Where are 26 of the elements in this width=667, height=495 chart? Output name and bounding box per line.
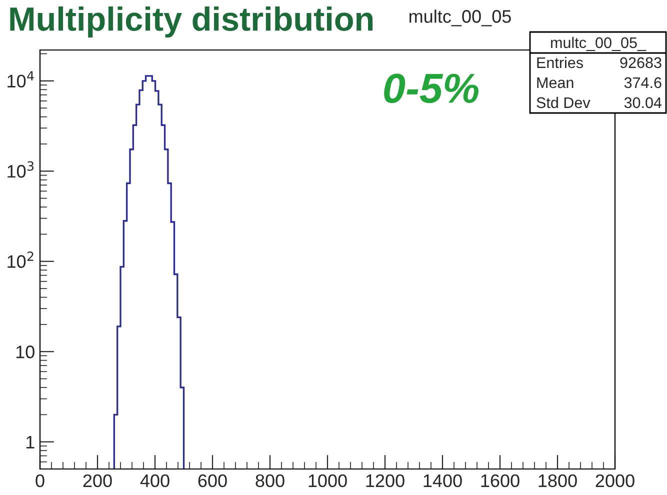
x-tick-label: 2000 xyxy=(596,474,634,488)
x-tick-label: 1600 xyxy=(481,474,520,488)
text: 30.04 xyxy=(624,97,662,108)
x-tick-label: 1800 xyxy=(538,474,577,488)
annotation: Entries xyxy=(537,56,583,68)
y-tick-label: 10 xyxy=(16,346,34,358)
annotation: 0-5% xyxy=(384,74,478,104)
y-tick-label: 10$^{4}$ xyxy=(8,71,34,88)
x-tick-label: 1000 xyxy=(308,474,347,488)
x-tick-label: 1400 xyxy=(424,474,462,488)
x-tick-label: 0 xyxy=(36,474,44,488)
x-tick-label: 800 xyxy=(256,474,284,488)
annotation: Mean xyxy=(537,77,574,88)
annotation: multc_00_05_ xyxy=(551,36,646,51)
y-tick-label: 10$^{2}$ xyxy=(8,251,34,268)
x-tick-label: 1200 xyxy=(366,474,404,488)
text: 92683 xyxy=(620,57,662,68)
x-tick-label: 400 xyxy=(140,474,170,488)
text: 374.6 xyxy=(624,77,662,88)
y-tick-label: 10$^{3}$ xyxy=(8,161,34,178)
x-tick-label: 600 xyxy=(198,474,227,488)
chart-title: multc_00_05 xyxy=(410,10,511,26)
annotation: Std Dev xyxy=(536,96,590,108)
y-tick-label: 1 xyxy=(26,436,34,448)
x-tick-label: 200 xyxy=(83,474,112,488)
text: Multiplicity distribution xyxy=(10,6,373,38)
